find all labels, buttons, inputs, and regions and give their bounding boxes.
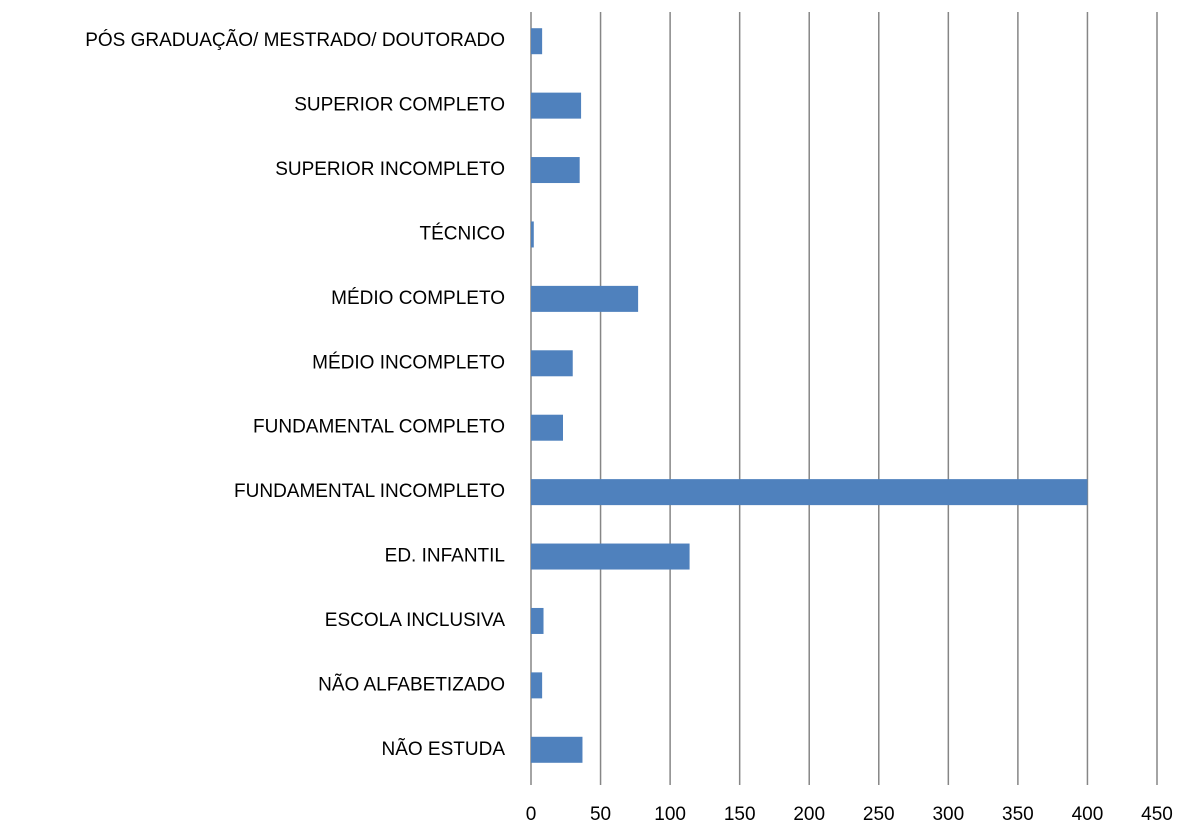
y-tick-label: PÓS GRADUAÇÃO/ MESTRADO/ DOUTORADO [85,29,505,51]
y-tick-label: TÉCNICO [420,223,506,244]
y-tick-label: FUNDAMENTAL COMPLETO [253,417,505,438]
y-tick-label: ED. INFANTIL [385,546,505,567]
bar [531,285,639,312]
x-tick-label: 450 [1141,804,1173,825]
x-tick-label: 350 [1002,804,1034,825]
bar [531,607,544,634]
bar [531,157,580,184]
bar [531,414,563,441]
bar [531,350,573,377]
bar [531,736,583,763]
bar [531,479,1088,506]
x-tick-label: 300 [932,804,964,825]
y-tick-label: FUNDAMENTAL INCOMPLETO [234,481,505,502]
x-tick-label: 400 [1072,804,1104,825]
y-tick-label: MÉDIO INCOMPLETO [312,352,505,373]
y-tick-label: NÃO ESTUDA [381,738,505,760]
y-tick-label: SUPERIOR COMPLETO [294,95,505,116]
y-tick-label: ESCOLA INCLUSIVA [325,610,506,631]
bar [531,92,582,119]
bar [531,28,543,55]
x-tick-label: 50 [590,804,611,825]
x-tick-label: 150 [724,804,756,825]
x-tick-label: 100 [654,804,686,825]
bar [531,221,534,248]
x-tick-label: 250 [863,804,895,825]
y-tick-label: SUPERIOR INCOMPLETO [275,159,505,180]
y-tick-label: MÉDIO COMPLETO [331,288,505,309]
bar [531,543,690,570]
y-tick-label: NÃO ALFABETIZADO [318,673,505,695]
x-tick-label: 0 [526,804,537,825]
x-tick-label: 200 [793,804,825,825]
bar [531,672,543,699]
